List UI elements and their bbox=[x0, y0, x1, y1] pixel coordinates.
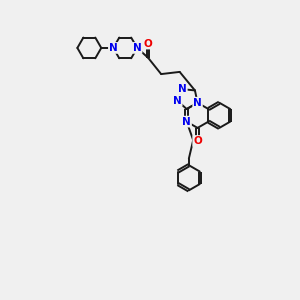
Text: N: N bbox=[193, 98, 202, 108]
Text: O: O bbox=[193, 136, 202, 146]
Text: N: N bbox=[109, 43, 118, 53]
Text: N: N bbox=[133, 43, 142, 53]
Text: N: N bbox=[178, 84, 187, 94]
Text: N: N bbox=[182, 117, 191, 127]
Text: N: N bbox=[173, 96, 182, 106]
Text: O: O bbox=[144, 39, 152, 49]
